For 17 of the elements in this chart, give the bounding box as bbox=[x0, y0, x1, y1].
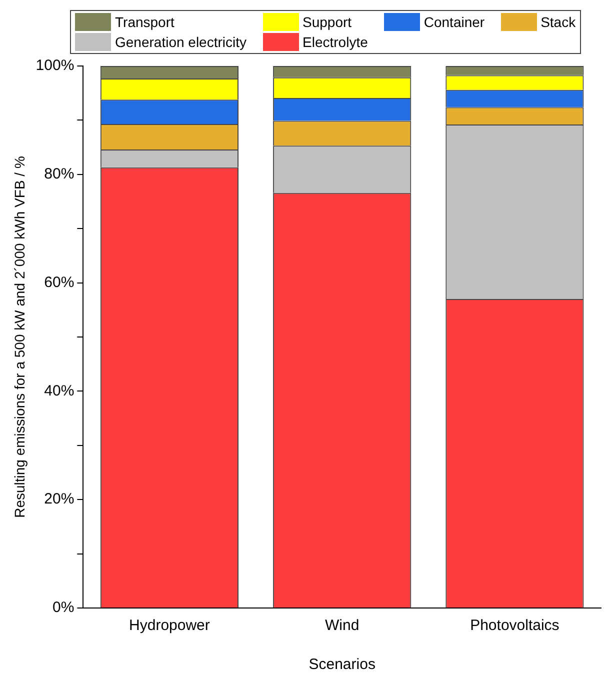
y-tick-label: 80% bbox=[44, 166, 74, 183]
legend-label: Transport bbox=[115, 14, 174, 30]
x-axis-title: Scenarios bbox=[308, 656, 376, 674]
x-tick-label: Photovoltaics bbox=[470, 617, 560, 634]
x-tick-label: Wind bbox=[324, 617, 360, 634]
y-tick-label: 40% bbox=[44, 382, 74, 400]
legend-label: Stack bbox=[540, 14, 576, 30]
y-tick-label: 20% bbox=[44, 490, 74, 508]
x-tick-label: Hydropower bbox=[129, 617, 210, 634]
legend-label: Support bbox=[302, 14, 352, 30]
y-tick-label: 0% bbox=[52, 599, 74, 616]
legend-label: Electrolyte bbox=[302, 34, 368, 50]
legend-label: Generation electricity bbox=[115, 34, 247, 50]
y-tick-label: 60% bbox=[44, 274, 74, 291]
legend-label: Container bbox=[424, 14, 485, 30]
y-tick-label: 100% bbox=[36, 57, 74, 74]
y-axis-title: Resulting emissions for a 500 kW and 2´000 kWh VFB / % bbox=[11, 156, 28, 518]
